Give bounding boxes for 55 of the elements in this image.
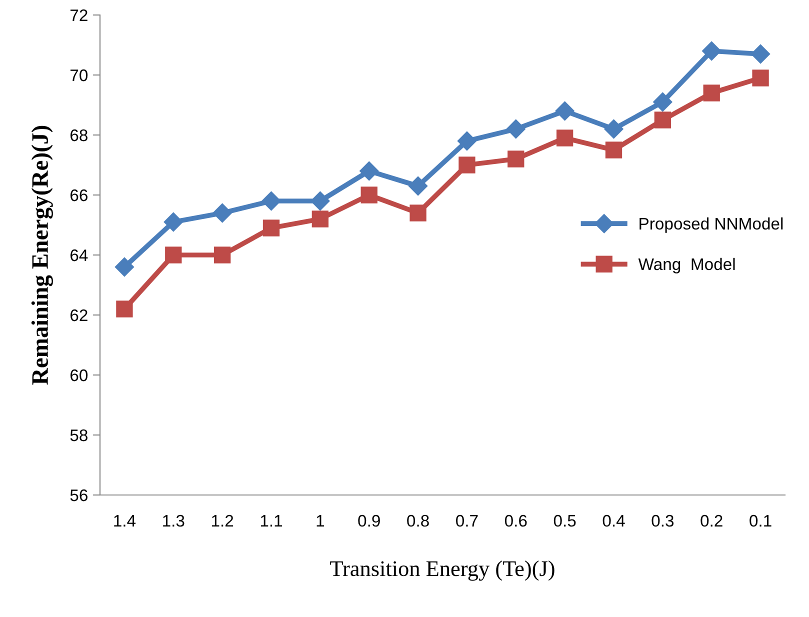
y-axis-title: Remaining Energy(Re)(J) [31, 126, 53, 385]
x-axis-title: Transition Energy (Te)(J) [330, 560, 554, 581]
x-tick-label: 0.8 [407, 514, 429, 527]
legend-label: Proposed NNModel [640, 217, 783, 233]
y-tick-label: 56 [70, 489, 88, 502]
x-tick-label: 1.1 [260, 515, 282, 527]
point [555, 101, 574, 121]
point [360, 186, 378, 204]
x-tick-label: 0.6 [504, 514, 527, 527]
y-tick-label: 62 [70, 309, 88, 322]
point [408, 176, 428, 196]
point [751, 44, 770, 64]
point [212, 203, 232, 223]
y-tick-label: 70 [70, 69, 88, 82]
point [702, 41, 722, 61]
x-tick-label: 1.2 [212, 514, 234, 527]
x-tick-label: 0.3 [652, 514, 674, 527]
point [262, 191, 281, 211]
x-tick-label: 0.7 [456, 514, 478, 527]
point [116, 300, 133, 318]
point [653, 92, 672, 112]
y-tick-label: 66 [70, 189, 88, 202]
x-tick-label: 0.9 [358, 514, 380, 527]
point [164, 212, 183, 232]
y-tick-label: 60 [70, 369, 88, 382]
x-tick-label: 0.1 [750, 514, 772, 527]
x-tick-label: 1.4 [114, 515, 136, 527]
x-tick-label: 0.2 [700, 514, 722, 527]
point [703, 84, 720, 102]
x-tick-label: 1.3 [163, 514, 184, 527]
x-tick-label: 0.5 [554, 514, 576, 527]
legend-label: Wang Model [638, 258, 735, 274]
point [654, 112, 672, 128]
point [506, 119, 526, 139]
point [605, 142, 622, 158]
y-tick-label: 72 [70, 9, 88, 22]
point [214, 246, 231, 264]
point [262, 220, 280, 236]
x-tick-label: 1 [316, 515, 324, 527]
x-tick-label: 0.4 [602, 514, 625, 527]
point [360, 161, 379, 181]
y-tick-label: 64 [70, 249, 88, 262]
point [604, 119, 624, 139]
point [556, 130, 574, 146]
point [410, 204, 426, 222]
point [312, 210, 329, 228]
point [165, 246, 182, 264]
point [114, 257, 134, 277]
point [752, 70, 769, 86]
y-tick-label: 68 [70, 129, 88, 142]
point [457, 131, 476, 151]
point [458, 156, 476, 174]
point [508, 150, 524, 168]
y-tick-label: 58 [70, 429, 88, 442]
point [310, 191, 330, 211]
